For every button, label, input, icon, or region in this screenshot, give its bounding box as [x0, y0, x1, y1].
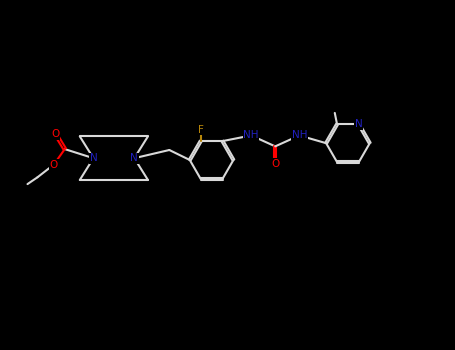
Text: O: O [50, 160, 58, 169]
Text: NH: NH [243, 131, 259, 140]
Text: O: O [271, 159, 279, 169]
Text: O: O [51, 129, 60, 139]
Text: NH: NH [292, 131, 307, 140]
Text: N: N [355, 119, 363, 129]
Text: F: F [198, 125, 204, 135]
Text: N: N [90, 153, 97, 163]
Text: N: N [131, 153, 138, 163]
